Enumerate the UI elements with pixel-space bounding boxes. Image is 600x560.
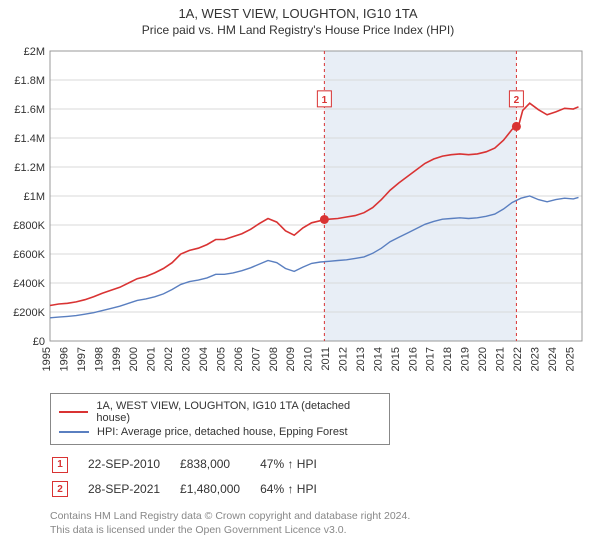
svg-text:2024: 2024 [547, 347, 559, 371]
svg-text:2009: 2009 [285, 347, 297, 371]
svg-text:£600K: £600K [13, 249, 45, 261]
svg-text:2015: 2015 [390, 347, 402, 371]
svg-text:£0: £0 [33, 336, 45, 348]
svg-text:£1.2M: £1.2M [14, 162, 45, 174]
svg-text:2021: 2021 [495, 347, 507, 371]
svg-text:£1M: £1M [24, 191, 45, 203]
svg-text:2022: 2022 [512, 347, 524, 371]
sales-row: 1 22-SEP-2010£838,00047% ↑ HPI [52, 453, 335, 476]
plot-area: £0 £200K £400K £600K £800K £1M £1.2M £1.4M £1.6M… [6, 45, 590, 385]
svg-text:2002: 2002 [163, 347, 175, 371]
svg-text:1995: 1995 [41, 347, 53, 371]
line-chart-svg: £0 £200K £400K £600K £800K £1M £1.2M £1.4M £1.6M… [6, 45, 590, 385]
svg-text:2006: 2006 [233, 347, 245, 371]
svg-text:2: 2 [514, 95, 520, 106]
svg-text:2004: 2004 [198, 347, 210, 371]
sale-date: 28-SEP-2021 [88, 478, 178, 501]
sales-row: 2 28-SEP-2021£1,480,00064% ↑ HPI [52, 478, 335, 501]
sale-price: £1,480,000 [180, 478, 258, 501]
chart-subtitle: Price paid vs. HM Land Registry's House … [6, 23, 590, 37]
sale-hpi-pct: 64% ↑ HPI [260, 478, 335, 501]
svg-text:2010: 2010 [303, 347, 315, 371]
svg-text:2000: 2000 [128, 347, 140, 371]
legend-label: 1A, WEST VIEW, LOUGHTON, IG10 1TA (detac… [96, 400, 381, 424]
sales-table: 1 22-SEP-2010£838,00047% ↑ HPI 2 28-SEP-202… [50, 451, 337, 502]
legend: 1A, WEST VIEW, LOUGHTON, IG10 1TA (detac… [50, 393, 390, 445]
footer-attribution: Contains HM Land Registry data © Crown c… [50, 510, 590, 537]
svg-text:2016: 2016 [407, 347, 419, 371]
svg-text:£2M: £2M [24, 46, 45, 58]
chart-title: 1A, WEST VIEW, LOUGHTON, IG10 1TA [6, 6, 590, 21]
legend-swatch [59, 431, 89, 433]
legend-swatch [59, 411, 88, 413]
svg-text:2007: 2007 [250, 347, 262, 371]
legend-label: HPI: Average price, detached house, Eppi… [97, 426, 348, 438]
legend-row: 1A, WEST VIEW, LOUGHTON, IG10 1TA (detac… [59, 400, 381, 424]
svg-text:2018: 2018 [442, 347, 454, 371]
svg-text:1999: 1999 [111, 347, 123, 371]
footer-line2: This data is licensed under the Open Gov… [50, 524, 590, 538]
svg-text:1996: 1996 [58, 347, 70, 371]
svg-text:2003: 2003 [181, 347, 193, 371]
svg-text:2014: 2014 [372, 347, 384, 371]
svg-text:£400K: £400K [13, 278, 45, 290]
svg-text:£200K: £200K [13, 307, 45, 319]
sale-hpi-pct: 47% ↑ HPI [260, 453, 335, 476]
sale-price: £838,000 [180, 453, 258, 476]
svg-text:1997: 1997 [76, 347, 88, 371]
svg-text:2025: 2025 [564, 347, 576, 371]
svg-text:2023: 2023 [529, 347, 541, 371]
sale-date: 22-SEP-2010 [88, 453, 178, 476]
svg-text:£1.6M: £1.6M [14, 104, 45, 116]
marker-badge: 1 [52, 457, 68, 473]
svg-text:£1.8M: £1.8M [14, 75, 45, 87]
svg-text:1998: 1998 [93, 347, 105, 371]
svg-text:£800K: £800K [13, 220, 45, 232]
svg-text:2013: 2013 [355, 347, 367, 371]
svg-text:2001: 2001 [146, 347, 158, 371]
svg-text:£1.4M: £1.4M [14, 133, 45, 145]
svg-text:2011: 2011 [320, 347, 332, 371]
svg-text:2008: 2008 [268, 347, 280, 371]
svg-text:2012: 2012 [338, 347, 350, 371]
marker-badge: 2 [52, 481, 68, 497]
svg-text:2005: 2005 [215, 347, 227, 371]
svg-text:2019: 2019 [460, 347, 472, 371]
footer-line1: Contains HM Land Registry data © Crown c… [50, 510, 590, 524]
chart-container: 1A, WEST VIEW, LOUGHTON, IG10 1TA Price … [0, 0, 600, 543]
svg-text:2020: 2020 [477, 347, 489, 371]
svg-text:1: 1 [322, 95, 328, 106]
legend-row: HPI: Average price, detached house, Eppi… [59, 426, 381, 438]
svg-text:2017: 2017 [425, 347, 437, 371]
